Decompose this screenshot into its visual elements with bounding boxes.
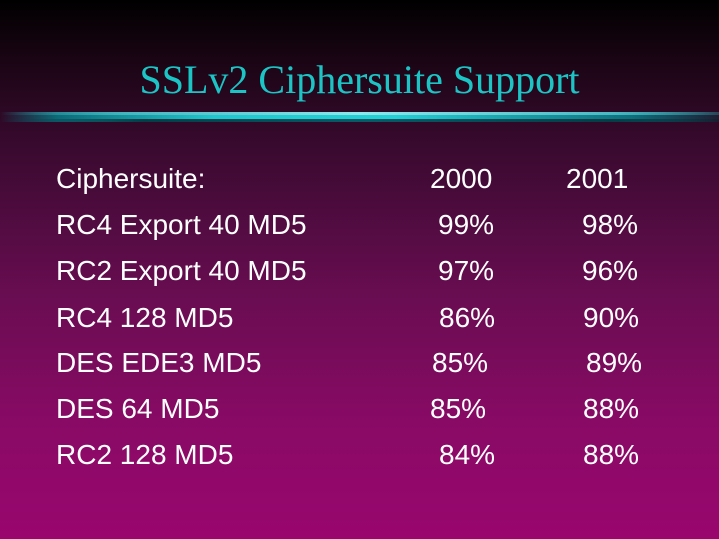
row-value-2000: 86% — [439, 301, 495, 335]
row-value-2001: 88% — [583, 438, 639, 472]
title-divider — [0, 112, 719, 122]
header-label: Ciphersuite: — [56, 162, 205, 196]
row-value-2000: 85% — [432, 346, 488, 380]
row-value-2001: 88% — [583, 392, 639, 426]
row-name: RC4 Export 40 MD5 — [56, 208, 307, 242]
header-year-2001: 2001 — [566, 162, 628, 196]
row-value-2001: 98% — [582, 208, 638, 242]
slide-title: SSLv2 Ciphersuite Support — [0, 52, 719, 108]
row-name: RC2 Export 40 MD5 — [56, 254, 307, 288]
row-name: DES EDE3 MD5 — [56, 346, 261, 380]
row-name: DES 64 MD5 — [56, 392, 219, 426]
row-value-2000: 99% — [438, 208, 494, 242]
row-value-2000: 97% — [438, 254, 494, 288]
row-name: RC2 128 MD5 — [56, 438, 233, 472]
row-value-2001: 89% — [586, 346, 642, 380]
row-value-2000: 85% — [430, 392, 486, 426]
header-year-2000: 2000 — [430, 162, 492, 196]
row-value-2001: 90% — [583, 301, 639, 335]
row-value-2000: 84% — [439, 438, 495, 472]
row-name: RC4 128 MD5 — [56, 301, 233, 335]
row-value-2001: 96% — [582, 254, 638, 288]
